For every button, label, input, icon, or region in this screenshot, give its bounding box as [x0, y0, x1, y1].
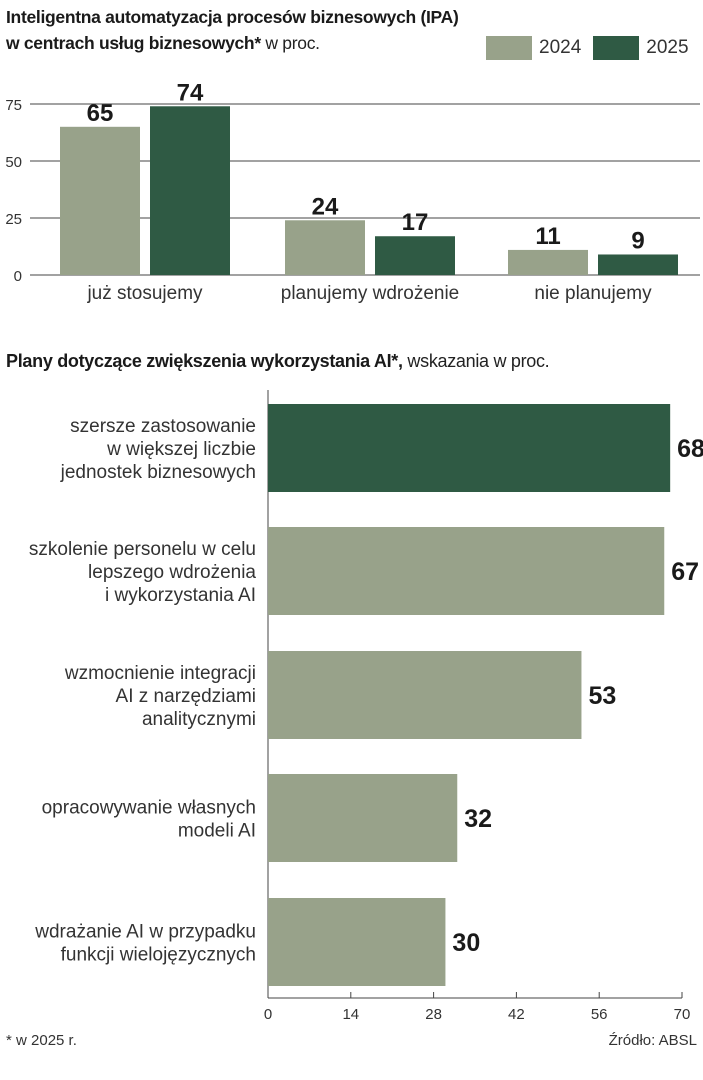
- data-label-2025-0: 74: [177, 79, 204, 106]
- hbar-value-label-0: 68: [677, 435, 703, 463]
- y-tick-label: 75: [5, 97, 22, 114]
- hbar-category-label-0: szersze zastosowanie w większej liczbie je…: [60, 416, 256, 483]
- bar-2025-2: [598, 254, 678, 275]
- x-category-label: już stosujemy: [86, 283, 203, 304]
- data-label-2024-2: 11: [535, 223, 560, 250]
- hbar-category-label-1: szkolenie personelu w celu lepszego wdroż…: [29, 539, 256, 606]
- x-tick-label: 14: [342, 1006, 359, 1023]
- chart2-title-unit: wskazania w proc.: [402, 351, 550, 371]
- hbar-category-line: wzmocnienie integracji: [64, 663, 256, 684]
- chart2-title-bold: Plany dotyczące zwiększenia wykorzystani…: [6, 351, 403, 371]
- hbar-category-line: szersze zastosowanie: [70, 416, 256, 437]
- chart1-title-bold: Inteligentna automatyzacja procesów bizn…: [6, 7, 459, 53]
- hbar-category-line: i wykorzystania AI: [105, 585, 256, 606]
- chart1-title: Inteligentna automatyzacja procesów bizn…: [6, 4, 476, 56]
- y-tick-label: 50: [5, 154, 22, 171]
- hbar-value-label-4: 30: [452, 929, 480, 957]
- data-label-2025-2: 9: [631, 227, 644, 254]
- hbar-category-line: jednostek biznesowych: [60, 462, 256, 483]
- y-tick-label: 25: [5, 211, 22, 228]
- hbar-2: [268, 651, 582, 739]
- x-tick-label: 28: [425, 1006, 442, 1023]
- x-tick-label: 56: [591, 1006, 608, 1023]
- legend-swatch-2024: [486, 36, 532, 60]
- bar-2025-0: [150, 106, 230, 275]
- x-tick-label: 42: [508, 1006, 525, 1023]
- x-category-label: nie planujemy: [534, 283, 652, 304]
- bar-2024-2: [508, 249, 588, 275]
- x-tick-label: 70: [674, 1006, 691, 1023]
- hbar-category-label-3: opracowywanie własnych modeli AI: [42, 798, 256, 842]
- hbar-category-line: AI z narzędziami: [116, 686, 256, 707]
- chart2-title: Plany dotyczące zwiększenia wykorzystani…: [6, 348, 550, 374]
- bar-2025-1: [375, 236, 455, 275]
- bar-2024-0: [60, 126, 140, 275]
- chart1-title-unit: w proc.: [260, 33, 320, 53]
- hbar-0: [268, 404, 671, 492]
- chart1-legend: 2024 2025: [486, 36, 701, 60]
- data-label-2024-0: 65: [87, 100, 114, 127]
- legend-swatch-2025: [593, 36, 640, 60]
- source-note: Źródło: ABSL: [608, 1032, 697, 1049]
- legend-label-2024: 2024: [539, 37, 582, 58]
- data-label-2024-1: 24: [312, 193, 339, 220]
- hbar-category-line: szkolenie personelu w celu: [29, 539, 256, 560]
- hbar-value-label-1: 67: [671, 558, 699, 586]
- hbar-4: [268, 898, 446, 986]
- x-category-label: planujemy wdrożenie: [281, 283, 460, 304]
- hbar-category-line: analitycznymi: [142, 709, 256, 730]
- footnote: * w 2025 r.: [6, 1032, 77, 1049]
- bar-2024-1: [285, 220, 365, 275]
- hbar-category-label-4: wdrażanie AI w przypadku funkcji wielojęz…: [34, 922, 256, 966]
- hbar-category-line: opracowywanie własnych: [42, 798, 256, 819]
- hbar-category-line: funkcji wielojęzycznych: [61, 945, 256, 966]
- chart1-grouped-bar-chart: 0 25 50 75 65 74 już stosujemy 24 17 planujemy wd…: [5, 79, 700, 304]
- legend-item-2024: 2024: [486, 36, 581, 60]
- hbar-category-line: w większej liczbie: [106, 439, 256, 460]
- data-label-2025-1: 17: [402, 209, 429, 236]
- y-tick-label: 0: [14, 268, 22, 285]
- hbar-value-label-3: 32: [464, 805, 492, 833]
- legend-item-2025: 2025: [593, 36, 689, 60]
- hbar-category-line: modeli AI: [178, 821, 256, 842]
- hbar-category-label-2: wzmocnienie integracji AI z narzędziami an…: [64, 663, 256, 730]
- x-tick-label: 0: [264, 1006, 272, 1023]
- legend-label-2025: 2025: [646, 37, 689, 58]
- hbar-3: [268, 774, 458, 862]
- hbar-value-label-2: 53: [588, 682, 616, 710]
- hbar-category-line: wdrażanie AI w przypadku: [34, 922, 256, 943]
- hbar-1: [268, 527, 665, 615]
- hbar-category-line: lepszego wdrożenia: [88, 562, 256, 583]
